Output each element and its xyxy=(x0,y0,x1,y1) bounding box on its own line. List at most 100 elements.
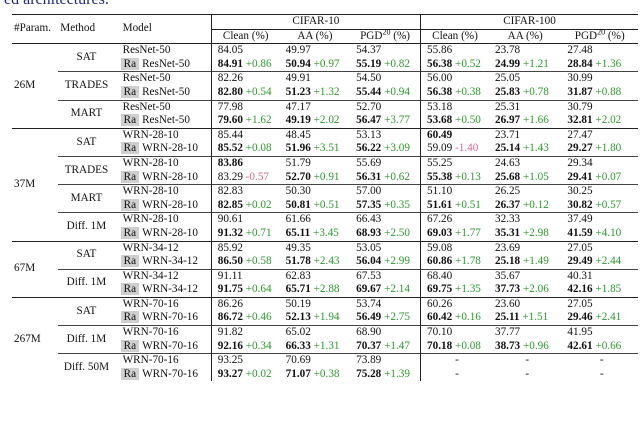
value-cell: - xyxy=(421,368,489,382)
caption-fragment: ed architectures. xyxy=(4,0,109,9)
param-cell: 26M xyxy=(14,79,36,92)
value: 30.79 xyxy=(567,100,593,113)
model-cell: ResNet-50 xyxy=(114,43,212,58)
delta: +2.02 xyxy=(313,114,340,127)
model-name: WRN-28-10 xyxy=(142,198,198,211)
value-cell: 82.83 xyxy=(211,184,280,199)
model-name: ResNet-50 xyxy=(142,85,190,98)
delta: +1.05 xyxy=(522,170,549,183)
value: 25.31 xyxy=(494,100,521,113)
value-cell: 24.63 xyxy=(488,155,562,171)
value: 56.00 xyxy=(427,72,453,85)
base-row: 67M SAT WRN-34-12 85.92 49.35 53.05 59.08 23.69… xyxy=(12,240,638,298)
method-header: Method xyxy=(58,13,115,45)
model-cell: WRN-28-10 xyxy=(114,155,212,171)
ra-row: Ra WRN-28-10 91.32 +0.71 65.11 +3.45 68.93 +… xyxy=(12,226,638,241)
value: 86.50 xyxy=(217,255,243,268)
delta: +0.50 xyxy=(455,114,481,127)
value-cell: 51.79 xyxy=(279,155,351,171)
value: 51.61 xyxy=(427,198,453,211)
ra-row: Ra WRN-34-12 91.75 +0.64 65.71 +2.88 69.67 +… xyxy=(12,283,638,298)
value-cell: 83.86 xyxy=(211,155,280,171)
ra-tag: Ra xyxy=(120,283,140,296)
base-row: Diff. 50M WRN-70-16 93.25 70.69 73.89- - - xyxy=(12,353,638,382)
value: 51.23 xyxy=(285,85,311,98)
value: 52.70 xyxy=(285,170,311,183)
delta: +0.38 xyxy=(455,85,481,98)
value-cell: 25.68 +1.05 xyxy=(489,171,561,185)
delta: +0.96 xyxy=(522,339,549,352)
delta: +0.13 xyxy=(455,170,481,183)
value: 24.63 xyxy=(494,156,521,169)
value-cell: 85.52 +0.08 xyxy=(211,142,279,156)
model-cell: WRN-28-10 xyxy=(114,184,212,199)
delta: +0.35 xyxy=(384,198,410,211)
value: 67.53 xyxy=(356,269,382,282)
metric-name: AA (%) xyxy=(507,29,543,42)
value-cell: 70.10 xyxy=(420,325,489,340)
value: 28.84 xyxy=(567,57,593,70)
method-cell: MART xyxy=(58,99,115,129)
value: 30.82 xyxy=(567,198,593,211)
value: 24.99 xyxy=(494,57,521,70)
value-cell: 68.93 +2.50 xyxy=(350,226,422,241)
value: 86.26 xyxy=(217,297,243,310)
value-cell: 66.33 +1.31 xyxy=(280,340,350,354)
base-row: TRADES WRN-28-10 83.86 51.79 55.69 55.25 24.63… xyxy=(12,155,638,185)
value: 86.72 xyxy=(217,311,243,324)
value: 50.81 xyxy=(285,198,311,211)
metric-name: AA (%) xyxy=(297,29,333,42)
method-cell: SAT xyxy=(58,127,115,157)
value: 29.27 xyxy=(567,142,593,155)
value: 85.52 xyxy=(217,142,243,155)
value: 62.83 xyxy=(285,269,311,282)
delta: +0.66 xyxy=(595,339,622,352)
header-row: Clean (%) AA (%) PGD20 (%) Clean (%) AA (%) P… xyxy=(12,27,638,45)
value-cell: 25.83 +0.78 xyxy=(489,86,561,100)
delta: +1.66 xyxy=(522,114,549,127)
value: 56.49 xyxy=(356,311,382,324)
value: 41.59 xyxy=(567,226,593,239)
value: 83.86 xyxy=(217,156,243,169)
base-row: Diff. 1M WRN-70-16 91.82 65.02 68.90 70.10 37.… xyxy=(12,325,638,354)
delta: +2.41 xyxy=(595,311,622,324)
delta: +0.38 xyxy=(313,367,340,380)
value: 29.34 xyxy=(567,156,593,169)
base-row: 267M SAT WRN-70-16 86.26 50.19 53.74 60.26 23.6… xyxy=(12,296,638,382)
value-cell: 30.25 xyxy=(561,184,638,199)
value-cell: 71.07 +0.38 xyxy=(280,368,350,382)
model-cell: WRN-70-16 xyxy=(114,353,212,368)
delta: +0.78 xyxy=(522,85,549,98)
value-cell: 29.34 xyxy=(561,155,638,171)
value: 65.11 xyxy=(285,226,311,239)
delta: -1.40 xyxy=(455,142,479,155)
value: 85.92 xyxy=(217,241,243,254)
value-cell: 62.83 xyxy=(279,268,351,284)
value: 60.86 xyxy=(427,255,453,268)
value-cell: 56.38 +0.52 xyxy=(421,58,489,72)
value: 71.07 xyxy=(285,367,311,380)
value-cell: 86.72 +0.46 xyxy=(211,311,279,325)
value-cell: 29.27 +1.80 xyxy=(561,142,638,156)
ra-tag: Ra xyxy=(120,339,140,352)
value-cell: 48.45 xyxy=(279,127,351,143)
value: 69.75 xyxy=(427,283,453,296)
value: 69.03 xyxy=(427,226,453,239)
value-cell: 25.14 +1.43 xyxy=(489,142,561,156)
value: 51.10 xyxy=(427,185,453,198)
value: 55.19 xyxy=(356,57,382,70)
value: 91.75 xyxy=(217,283,243,296)
delta: +1.32 xyxy=(313,85,340,98)
value: 60.49 xyxy=(427,128,453,141)
value: - xyxy=(525,367,530,380)
delta: +1.31 xyxy=(313,339,340,352)
model-name: ResNet-50 xyxy=(142,57,190,70)
delta: +0.97 xyxy=(313,57,340,70)
delta: +0.54 xyxy=(245,85,272,98)
value-cell: 90.61 xyxy=(211,212,280,227)
value-cell: 55.38 +0.13 xyxy=(421,171,489,185)
value: 55.25 xyxy=(427,156,453,169)
value-cell: 49.97 xyxy=(280,44,350,58)
value: 59.08 xyxy=(427,241,453,254)
delta: +0.08 xyxy=(245,142,272,155)
